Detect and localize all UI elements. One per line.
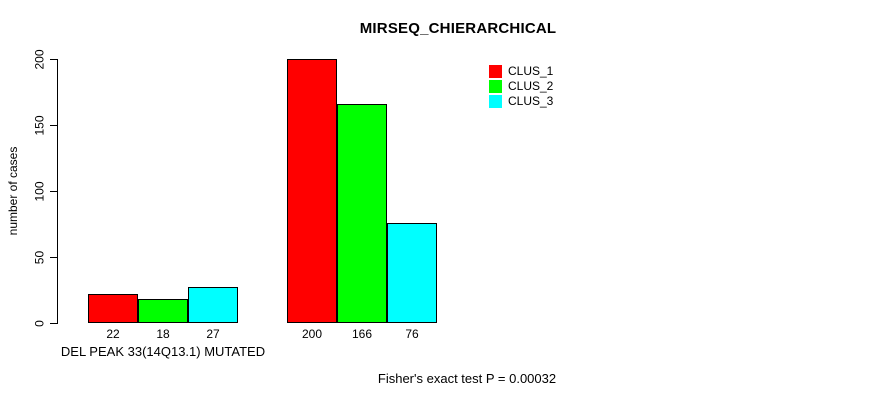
legend-item-clus_1: CLUS_1 xyxy=(489,65,553,78)
y-axis-tick-label: 200 xyxy=(32,49,47,70)
y-axis-tick-label: 150 xyxy=(32,115,47,136)
bar-value-label: 22 xyxy=(106,327,120,341)
x-group-label: DEL PEAK 33(14Q13.1) MUTATED xyxy=(60,344,266,359)
bar-clus_1-group2 xyxy=(287,59,337,323)
bar-value-label: 18 xyxy=(156,327,170,341)
legend-label: CLUS_3 xyxy=(508,94,554,108)
chart-title: MIRSEQ_CHIERARCHICAL xyxy=(359,20,557,37)
y-axis-title: number of cases xyxy=(6,146,20,236)
bar-value-label: 76 xyxy=(405,327,419,341)
bar-clus_2-group2 xyxy=(337,104,387,323)
y-axis-tick-label: 0 xyxy=(32,320,47,327)
stat-annotation: Fisher's exact test P = 0.00032 xyxy=(377,371,557,386)
bar-clus_1-group1 xyxy=(88,294,138,323)
bar-value-label: 166 xyxy=(351,327,373,341)
bar-clus_2-group1 xyxy=(138,299,188,323)
legend-label: CLUS_2 xyxy=(508,79,554,93)
legend-label: CLUS_1 xyxy=(508,64,554,78)
y-axis-tick xyxy=(50,191,58,192)
legend-swatch xyxy=(489,95,502,108)
bar-clus_3-group1 xyxy=(188,287,238,323)
bar-value-label: 27 xyxy=(206,327,220,341)
bar-clus_3-group2 xyxy=(387,223,437,323)
y-axis-tick-label: 100 xyxy=(32,181,47,202)
y-axis-tick xyxy=(50,323,58,324)
legend-item-clus_3: CLUS_3 xyxy=(489,95,553,108)
y-axis-tick-label: 50 xyxy=(32,250,47,265)
legend-swatch xyxy=(489,65,502,78)
y-axis-tick xyxy=(50,59,58,60)
legend-item-clus_2: CLUS_2 xyxy=(489,80,553,93)
y-axis-tick xyxy=(50,257,58,258)
y-axis-tick xyxy=(50,125,58,126)
legend: CLUS_1 CLUS_2 CLUS_3 xyxy=(489,65,553,110)
bar-value-label: 200 xyxy=(301,327,323,341)
legend-swatch xyxy=(489,80,502,93)
